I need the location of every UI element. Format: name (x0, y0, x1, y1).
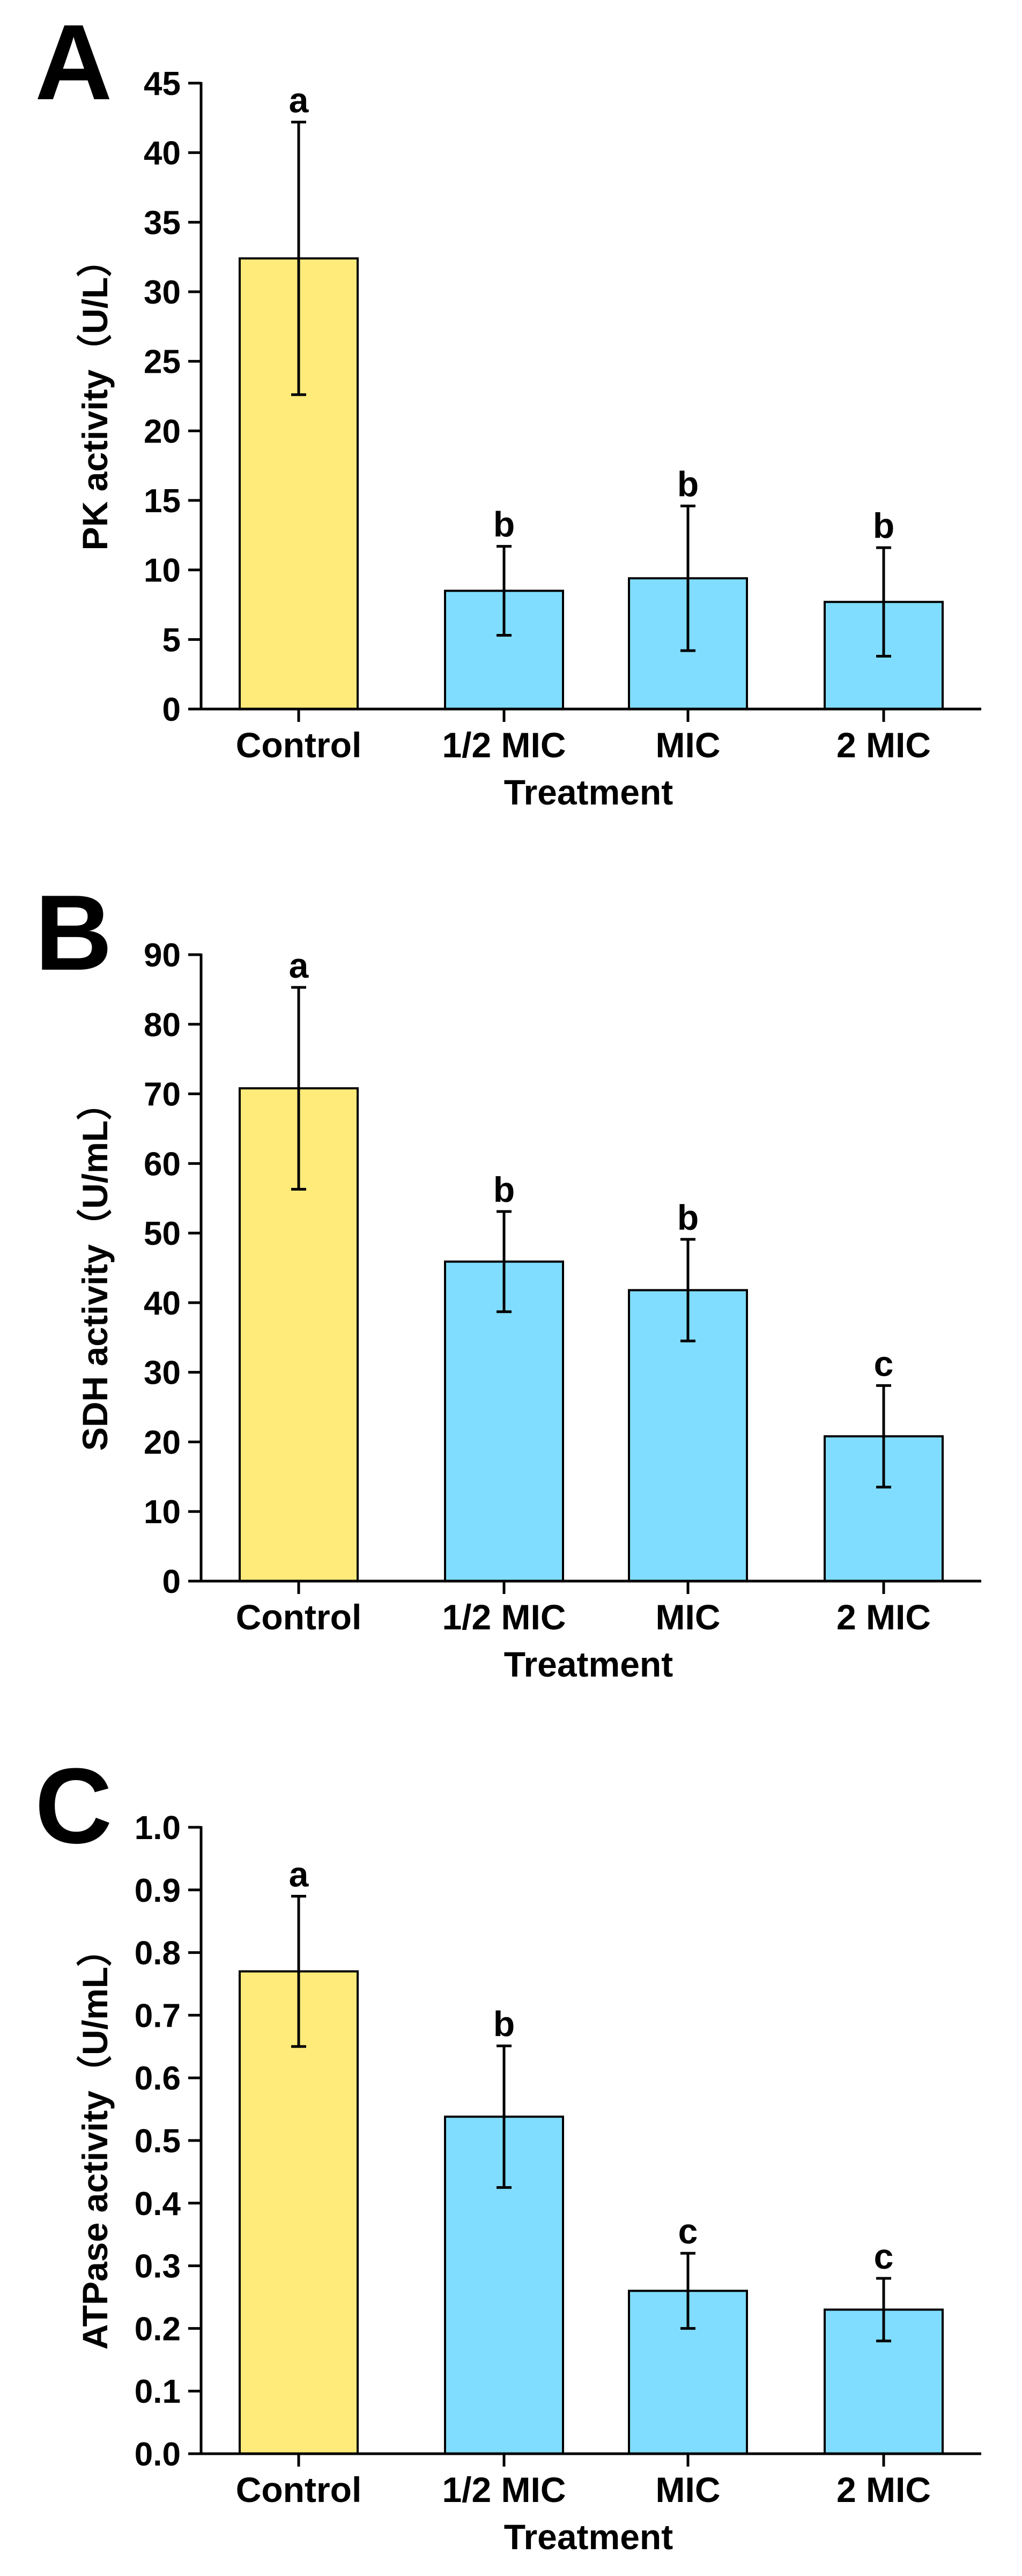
y-tick-label: 45 (144, 65, 181, 102)
y-tick-label: 0 (162, 691, 181, 728)
x-axis-title: Treatment (504, 1644, 673, 1684)
y-tick-label: 30 (144, 1355, 181, 1392)
y-tick-label: 0.9 (135, 1872, 181, 1909)
y-tick-label: 20 (144, 413, 181, 450)
significance-letter: b (493, 1170, 515, 1209)
bar-1-2-mic (444, 1260, 564, 1583)
x-tick-label: 2 MIC (836, 2470, 931, 2509)
x-tick-label: Control (236, 2470, 362, 2509)
y-tick-label: 10 (144, 552, 181, 589)
x-tick-label: MIC (656, 2470, 721, 2509)
panel-letter: B (35, 873, 112, 993)
significance-letter: b (493, 2004, 515, 2044)
error-bar (876, 546, 891, 658)
y-tick-label: 90 (144, 937, 181, 974)
x-tick-label: 1/2 MIC (442, 2470, 566, 2509)
y-tick-label: 0.8 (135, 1935, 181, 1972)
error-bar (291, 1894, 306, 2048)
significance-letter: c (678, 2211, 698, 2251)
y-tick-label: 50 (144, 1215, 181, 1252)
y-tick-label: 0.7 (135, 1997, 181, 2034)
error-bar (680, 504, 695, 652)
significance-letter: a (289, 1854, 309, 1894)
x-tick-label: 1/2 MIC (442, 1597, 566, 1637)
error-bar (680, 2252, 695, 2330)
y-tick-label: 0.0 (135, 2436, 181, 2473)
x-tick-label: 1/2 MIC (442, 725, 566, 765)
y-tick-label: 30 (144, 274, 181, 311)
significance-letter: c (874, 1344, 894, 1383)
y-tick-label: 40 (144, 135, 181, 172)
y-tick-label: 1.0 (135, 1810, 181, 1847)
y-tick-label: 0.5 (135, 2123, 181, 2160)
x-tick-label: MIC (656, 1597, 721, 1637)
y-tick-label: 70 (144, 1076, 181, 1113)
significance-letter: a (289, 80, 309, 120)
error-bar (876, 2277, 891, 2343)
y-tick-label: 0 (162, 1563, 181, 1600)
y-tick-label: 0.4 (135, 2186, 181, 2223)
error-bar (497, 2044, 512, 2189)
y-tick-label: 35 (144, 204, 181, 241)
error-bar (291, 121, 306, 396)
significance-letter: a (289, 946, 309, 985)
error-bar (497, 545, 512, 637)
y-tick-label: 0.3 (135, 2248, 181, 2285)
error-bar (680, 1238, 695, 1342)
significance-letter: b (873, 506, 894, 545)
y-axis-title: ATPase activity（U/mL） (75, 1931, 115, 2350)
error-bar (497, 1210, 512, 1313)
y-tick-label: 60 (144, 1146, 181, 1183)
x-tick-label: MIC (656, 725, 721, 765)
y-tick-label: 0.1 (135, 2373, 181, 2410)
panel-c-chart: Ca b c c 0.0 0.1 0.2 0.3 0.4 0.5 0.6 0.7 0.8 0.9 1.0 Co… (35, 1746, 981, 2557)
significance-letter: b (493, 505, 515, 544)
y-tick-label: 0.2 (135, 2311, 181, 2348)
x-axis-title: Treatment (504, 2517, 673, 2557)
x-tick-label: Control (236, 725, 362, 765)
x-axis-title: Treatment (504, 772, 673, 812)
error-bar (876, 1384, 891, 1489)
y-tick-label: 10 (144, 1494, 181, 1531)
y-axis-title: PK activity（U/L） (75, 242, 115, 551)
y-tick-label: 20 (144, 1424, 181, 1461)
y-tick-label: 40 (144, 1285, 181, 1322)
panel-letter: A (35, 3, 112, 122)
panel-letter: C (35, 1746, 112, 1866)
y-tick-label: 25 (144, 344, 181, 381)
y-tick-label: 15 (144, 483, 181, 520)
x-tick-label: 2 MIC (836, 725, 931, 765)
significance-letter: b (677, 1198, 699, 1237)
significance-letter: b (677, 464, 699, 504)
y-tick-label: 0.6 (135, 2060, 181, 2097)
y-tick-label: 80 (144, 1007, 181, 1044)
error-bar (291, 986, 306, 1191)
x-tick-label: 2 MIC (836, 1597, 931, 1637)
x-tick-label: Control (236, 1597, 362, 1637)
y-tick-label: 5 (162, 622, 181, 659)
significance-letter: c (874, 2237, 894, 2276)
y-axis-title: SDH activity（U/mL） (75, 1085, 115, 1451)
